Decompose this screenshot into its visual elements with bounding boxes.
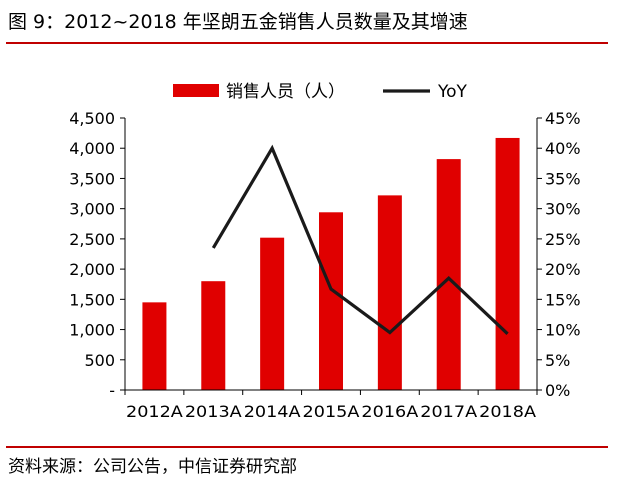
y-left-tick-label: 500 — [84, 351, 115, 370]
x-tick-label: 2016A — [361, 402, 418, 421]
bar-2015A — [319, 212, 343, 390]
y-right-tick-label: 40% — [545, 139, 581, 158]
y-left-tick-label: 4,500 — [69, 109, 115, 128]
bar-series — [142, 137, 520, 390]
y-right-tick-label: 20% — [545, 260, 581, 279]
axes: - 500 1,000 1,500 2,000 2,500 3,000 3,500 4,000 4… — [69, 109, 580, 421]
y-right-tick-label: 10% — [545, 321, 581, 340]
y-right-tick-label: 30% — [545, 200, 581, 219]
y-right-tick-label: 45% — [545, 109, 581, 128]
y-left-tick-label: 3,500 — [69, 169, 115, 188]
y-left-tick-label: 1,000 — [69, 321, 115, 340]
legend-line-label: YoY — [437, 82, 468, 102]
bar-2014A — [260, 237, 285, 390]
x-tick-label: 2014A — [244, 402, 301, 421]
x-tick-label: 2018A — [479, 402, 536, 421]
x-tick-label: 2017A — [420, 402, 477, 421]
x-tick-label: 2013A — [185, 402, 242, 421]
bar-2016A — [377, 195, 402, 390]
source-divider — [6, 446, 608, 448]
bar-2013A — [201, 281, 226, 390]
x-tick-label: 2015A — [303, 402, 360, 421]
chart: 销售人员（人） YoY - 500 1,000 1,500 2,000 2,500 3,000… — [69, 82, 580, 421]
yoy-line — [211, 144, 509, 335]
y-right-tick-label: 25% — [545, 230, 581, 249]
title-divider — [6, 42, 608, 44]
y-right-tick-label: 35% — [545, 169, 581, 188]
y-left-tick-label: 2,000 — [69, 260, 115, 279]
y-right-tick-label: 15% — [545, 290, 581, 309]
bar-2012A — [142, 302, 167, 390]
legend-bar-swatch — [173, 84, 219, 97]
legend-bar-label: 销售人员（人） — [226, 82, 345, 102]
legend: 销售人员（人） YoY — [173, 82, 468, 102]
y-right-tick-label: 5% — [545, 351, 570, 370]
y-left-tick-label: 4,000 — [69, 139, 115, 158]
y-left-tick-label: 1,500 — [69, 290, 115, 309]
y-left-tick-label: 3,000 — [69, 200, 115, 219]
x-tick-label: 2012A — [126, 402, 183, 421]
source-note: 资料来源：公司公告，中信证券研究部 — [8, 457, 297, 477]
line-series — [211, 144, 509, 335]
y-left-tick-label: - — [109, 381, 115, 400]
bar-2017A — [436, 159, 461, 390]
bar-2018A — [495, 137, 520, 390]
figure-title: 图 9：2012~2018 年坚朗五金销售人员数量及其增速 — [8, 11, 468, 33]
y-left-tick-label: 2,500 — [69, 230, 115, 249]
y-right-tick-label: 0% — [545, 381, 570, 400]
